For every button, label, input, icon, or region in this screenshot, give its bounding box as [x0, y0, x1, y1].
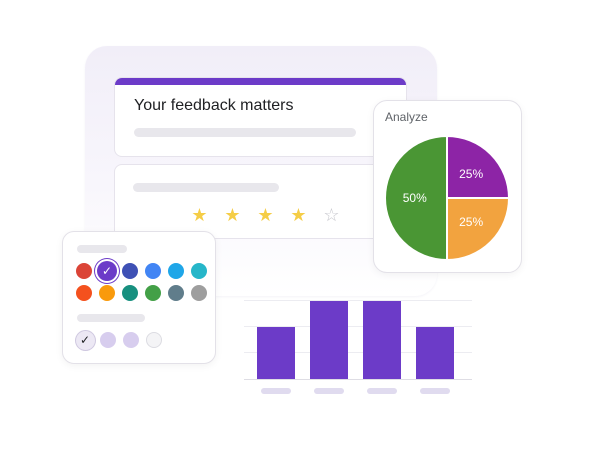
- color-swatch[interactable]: [145, 285, 161, 301]
- grid-line: [244, 326, 472, 327]
- bar: [257, 327, 295, 379]
- pie-chart: 50% 25% 25%: [384, 134, 511, 262]
- color-swatch[interactable]: [76, 263, 92, 279]
- color-swatch[interactable]: [168, 285, 184, 301]
- question-placeholder: [133, 183, 279, 192]
- color-swatch[interactable]: [145, 263, 161, 279]
- color-swatch[interactable]: [191, 263, 207, 279]
- tone-swatch[interactable]: [146, 332, 162, 348]
- pie-slice-label: 50%: [403, 191, 427, 205]
- grid-line: [244, 352, 472, 353]
- star-filled-icon[interactable]: ★: [257, 205, 274, 225]
- pie-slice-label: 25%: [459, 215, 483, 229]
- palette-label-placeholder: [77, 245, 127, 253]
- color-swatch[interactable]: [122, 263, 138, 279]
- x-tick-label-placeholder: [261, 388, 291, 394]
- description-placeholder: [134, 128, 356, 137]
- grid-line: [244, 300, 472, 301]
- pie-slice: [446, 134, 511, 199]
- bar: [363, 301, 401, 379]
- tone-swatch[interactable]: [100, 332, 116, 348]
- color-swatch[interactable]: [191, 285, 207, 301]
- star-outline-icon[interactable]: ☆: [323, 205, 340, 225]
- star-filled-icon[interactable]: ★: [224, 205, 241, 225]
- star-filled-icon[interactable]: ★: [191, 205, 208, 225]
- tone-swatch[interactable]: [123, 332, 139, 348]
- color-palette-card: ✓ ✓: [62, 231, 216, 364]
- pie-slice: [384, 134, 448, 262]
- x-tick-label-placeholder: [314, 388, 344, 394]
- bar: [310, 301, 348, 379]
- analyze-card: Analyze 50% 25% 25%: [373, 100, 522, 273]
- star-filled-icon[interactable]: ★: [290, 205, 307, 225]
- form-header-card: Your feedback matters: [114, 77, 407, 157]
- rating-question-card: ★ ★ ★ ★ ☆: [114, 164, 407, 239]
- pie-slice: [446, 197, 511, 262]
- tone-label-placeholder: [77, 314, 145, 322]
- color-swatch[interactable]: [122, 285, 138, 301]
- color-swatch[interactable]: [76, 285, 92, 301]
- tone-swatch-selected[interactable]: ✓: [75, 330, 95, 350]
- color-swatch[interactable]: [99, 285, 115, 301]
- bar: [416, 327, 454, 379]
- bar-chart: [240, 290, 476, 400]
- form-accent-bar: [115, 78, 406, 85]
- color-swatch-selected[interactable]: ✓: [97, 261, 117, 281]
- x-tick-label-placeholder: [367, 388, 397, 394]
- x-tick-label-placeholder: [420, 388, 450, 394]
- form-title: Your feedback matters: [134, 97, 294, 114]
- star-rating[interactable]: ★ ★ ★ ★ ☆: [189, 205, 342, 225]
- pie-slice-label: 25%: [459, 167, 483, 181]
- analyze-title: Analyze: [385, 110, 428, 124]
- x-axis: [244, 379, 472, 380]
- color-swatch[interactable]: [168, 263, 184, 279]
